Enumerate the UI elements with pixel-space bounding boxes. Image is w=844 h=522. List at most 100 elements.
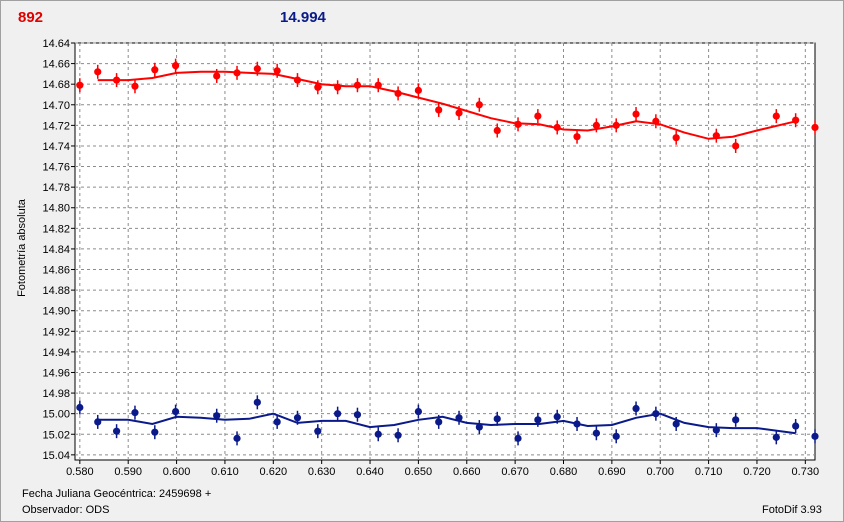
marker: [233, 69, 241, 77]
marker: [94, 68, 102, 76]
marker: [374, 430, 382, 438]
marker: [334, 83, 342, 91]
series-2-point: [112, 424, 121, 439]
y-tick-label: 15.04: [42, 450, 70, 462]
x-tick-label: 0.690: [598, 466, 626, 478]
series-2-point: [76, 400, 84, 415]
series-1-point: [172, 58, 180, 73]
series-2-point: [273, 414, 281, 429]
marker: [112, 76, 121, 84]
series-2-point: [334, 406, 342, 421]
series-2-point: [553, 409, 561, 424]
x-tick-label: 0.680: [550, 466, 578, 478]
series-2-point: [475, 420, 483, 435]
series-1-point: [353, 78, 362, 93]
y-tick-label: 14.64: [42, 38, 70, 50]
y-tick-label: 14.84: [42, 244, 70, 256]
marker: [732, 142, 740, 150]
x-tick-label: 0.580: [66, 466, 94, 478]
marker: [632, 404, 640, 413]
marker: [374, 81, 382, 89]
series-1-point: [592, 118, 600, 133]
observer-label: Observador: ODS: [22, 504, 110, 516]
marker: [573, 420, 581, 428]
marker: [76, 403, 84, 412]
marker: [534, 112, 542, 120]
series-1-point: [573, 129, 581, 144]
series-2-point: [712, 423, 720, 438]
series-2-point: [213, 408, 221, 423]
marker: [455, 109, 463, 117]
marker: [314, 83, 322, 91]
y-tick-label: 14.74: [42, 141, 70, 153]
marker: [652, 410, 660, 418]
y-axis-label: Fotometría absoluta: [16, 198, 28, 297]
marker: [493, 126, 501, 135]
series-1-point: [493, 123, 501, 138]
plot-area: [74, 42, 816, 461]
marker: [712, 132, 720, 140]
series-2-point: [772, 430, 780, 445]
series-2-point: [233, 431, 241, 446]
marker: [553, 413, 561, 421]
y-tick-label: 14.68: [42, 79, 70, 91]
series-1-point: [374, 78, 382, 93]
series-1-point: [76, 78, 84, 93]
y-tick-label: 14.66: [42, 59, 70, 71]
y-tick-label: 15.00: [42, 409, 70, 421]
marker: [772, 112, 780, 120]
y-tick-label: 14.78: [42, 182, 70, 194]
marker: [131, 409, 139, 417]
red-series-value: 892: [18, 9, 44, 26]
series-2-point: [394, 428, 402, 443]
marker: [632, 110, 640, 118]
series-2-point: [573, 416, 581, 431]
marker: [435, 418, 443, 426]
series-2-point: [493, 411, 501, 426]
y-tick-label: 14.96: [42, 367, 70, 379]
series-2-point: [612, 429, 620, 444]
series-1-point: [435, 102, 443, 117]
series-1-point: [314, 80, 322, 95]
series-2-point: [514, 431, 522, 446]
x-tick-label: 0.720: [743, 466, 771, 478]
series-1-point: [792, 113, 800, 128]
series-1-point: [233, 65, 241, 80]
marker: [293, 76, 302, 84]
series-2-point: [94, 414, 102, 429]
series-2-point: [652, 406, 660, 421]
x-tick-label: 0.700: [646, 466, 674, 478]
series-1-point: [334, 80, 342, 95]
y-tick-label: 14.86: [42, 265, 70, 277]
series-2-point: [151, 425, 159, 440]
series-1-point: [475, 97, 483, 112]
series-1-point: [672, 130, 680, 145]
series-1-point: [534, 109, 542, 124]
marker: [94, 418, 102, 426]
series-1-point: [213, 68, 221, 83]
marker: [172, 408, 180, 416]
marker: [353, 411, 362, 419]
series-2-point: [414, 404, 422, 419]
series-1-point: [712, 128, 720, 143]
marker: [435, 106, 443, 114]
series-2-point: [435, 414, 443, 429]
marker: [792, 116, 800, 124]
series-2-point: [353, 407, 362, 422]
marker: [672, 134, 680, 142]
marker: [732, 416, 740, 424]
marker: [534, 416, 542, 424]
x-tick-label: 0.590: [114, 466, 142, 478]
marker: [273, 67, 281, 75]
series-2-point: [293, 410, 302, 425]
marker: [394, 431, 402, 439]
y-tick-label: 14.76: [42, 162, 70, 174]
series-1-point: [273, 63, 281, 78]
marker: [672, 420, 680, 428]
marker: [233, 434, 241, 442]
x-tick-label: 0.630: [308, 466, 336, 478]
series-1-point: [293, 73, 302, 88]
series-2-point: [592, 426, 600, 441]
series-2-point: [792, 419, 800, 434]
